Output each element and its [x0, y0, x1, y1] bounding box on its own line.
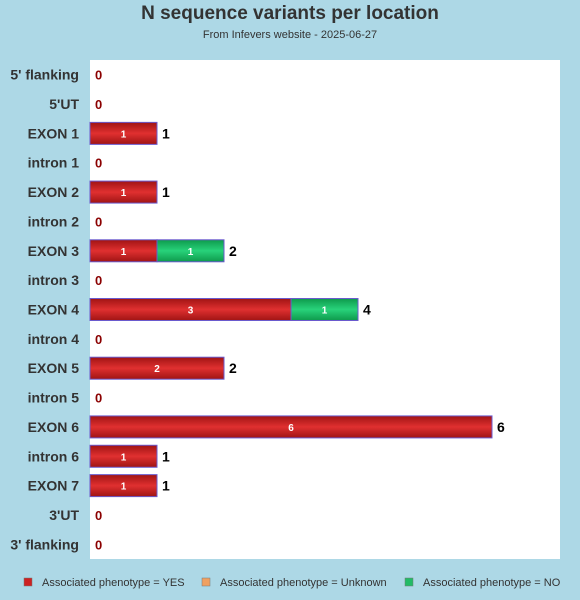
category-labels: 5' flanking 5'UT EXON 1 intron 1 EXON 2 intro… — [10, 67, 79, 553]
category-label: intron 2 — [28, 213, 80, 229]
bar-total-label: 2 — [229, 360, 237, 376]
bar-segment — [89, 444, 158, 468]
bar-total-label: 4 — [363, 302, 371, 318]
bar-segment — [89, 474, 158, 498]
bars: 0 0 1 1 0 1 1 0 1 1 2 0 3 1 4 0 2 2 0 6 6 1 1 1 1 0 0 — [89, 68, 505, 552]
category-label: EXON 6 — [28, 419, 80, 435]
zero-value-label: 0 — [95, 508, 102, 523]
bar-segment-label: 1 — [121, 247, 127, 258]
category-label: 3' flanking — [10, 536, 79, 552]
zero-value-label: 0 — [95, 537, 102, 552]
bar-total-label: 1 — [162, 448, 170, 464]
category-label: intron 6 — [28, 448, 80, 464]
zero-value-label: 0 — [95, 156, 102, 171]
bar-segment-label: 2 — [154, 364, 160, 375]
chart-subtitle: From Infevers website - 2025-06-27 — [203, 29, 377, 41]
bar-segment — [156, 239, 225, 263]
category-label: EXON 4 — [28, 302, 80, 318]
category-label: intron 3 — [28, 272, 80, 288]
bar-segment-label: 6 — [288, 423, 294, 434]
zero-value-label: 0 — [95, 97, 102, 112]
bar-segment-label: 1 — [121, 129, 127, 140]
bar-total-label: 1 — [162, 125, 170, 141]
bar-segment — [89, 356, 225, 380]
zero-value-label: 0 — [95, 391, 102, 406]
category-label: EXON 5 — [28, 360, 80, 376]
bar-segment-label: 1 — [121, 482, 127, 493]
legend-label: Associated phenotype = NO — [423, 577, 561, 589]
bar-segment-label: 1 — [121, 452, 127, 463]
bar-total-label: 2 — [229, 243, 237, 259]
bar-segment — [89, 121, 158, 145]
category-label: 5' flanking — [10, 67, 79, 83]
category-label: EXON 3 — [28, 243, 80, 259]
category-label: intron 1 — [28, 155, 80, 171]
zero-value-label: 0 — [95, 332, 102, 347]
bar-total-label: 1 — [162, 184, 170, 200]
category-label: intron 5 — [28, 390, 80, 406]
category-label: 3'UT — [49, 507, 79, 523]
legend-swatch — [23, 577, 33, 587]
bar-segment — [89, 180, 158, 204]
bar-segment — [89, 415, 493, 439]
category-label: 5'UT — [49, 96, 79, 112]
bar-total-label: 6 — [497, 419, 505, 435]
zero-value-label: 0 — [95, 273, 102, 288]
bar-segment — [290, 298, 359, 321]
bar-segment-label: 1 — [188, 247, 194, 258]
category-label: EXON 2 — [28, 184, 80, 200]
zero-value-label: 0 — [95, 68, 102, 83]
legend: Associated phenotype = YES Associated phe… — [23, 577, 561, 589]
legend-label: Associated phenotype = Unknown — [220, 577, 387, 589]
bar-segment-label: 1 — [121, 188, 127, 199]
category-label: EXON 7 — [28, 478, 80, 494]
category-label: EXON 1 — [28, 125, 80, 141]
chart-title: N sequence variants per location — [141, 3, 439, 24]
zero-value-label: 0 — [95, 214, 102, 229]
legend-swatch — [201, 577, 211, 587]
bar-segment-label: 1 — [322, 306, 328, 317]
legend-swatch — [404, 577, 414, 587]
legend-label: Associated phenotype = YES — [42, 577, 185, 589]
bar-total-label: 1 — [162, 478, 170, 494]
category-label: intron 4 — [28, 331, 80, 347]
bar-segment-label: 3 — [188, 306, 194, 317]
